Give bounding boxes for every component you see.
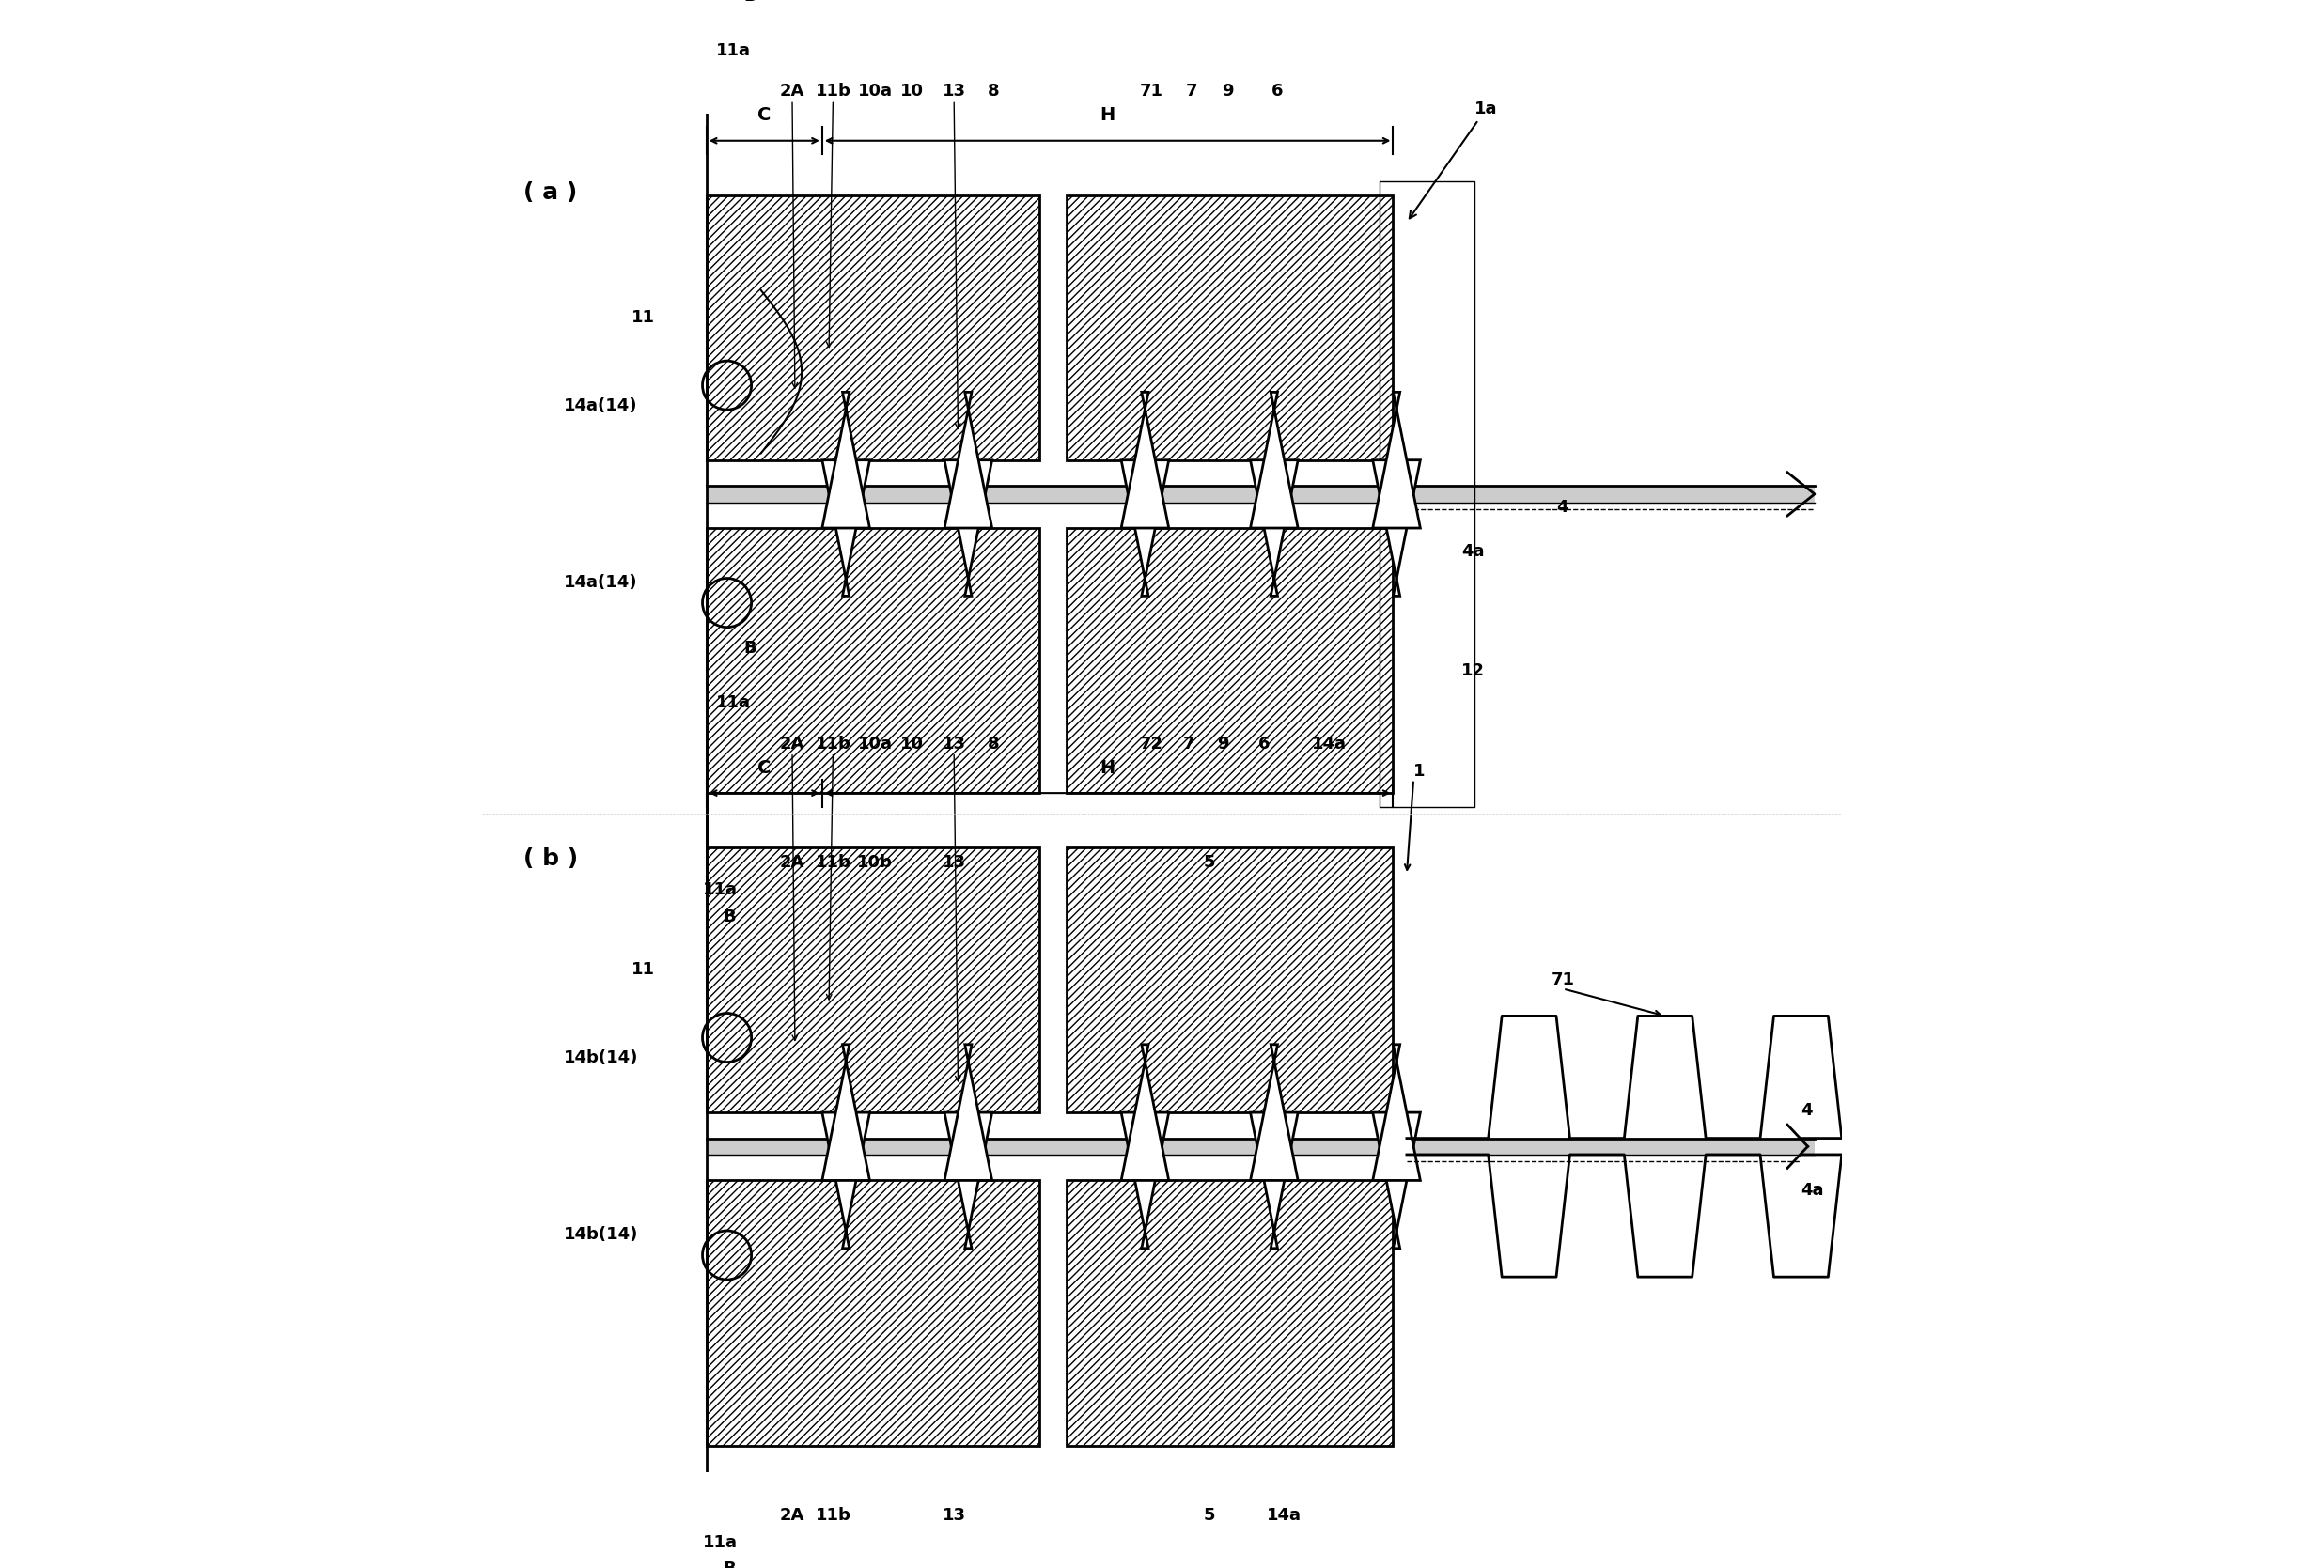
Text: 13: 13 — [941, 1507, 967, 1524]
Text: 71: 71 — [1552, 972, 1576, 989]
Text: 13: 13 — [941, 855, 967, 872]
Bar — [706, 1181, 1039, 1446]
Text: 10a: 10a — [858, 83, 892, 100]
Polygon shape — [823, 1112, 869, 1248]
Bar — [1067, 847, 1392, 1112]
Bar — [1380, 182, 1476, 806]
Text: 14b(14): 14b(14) — [565, 1049, 639, 1066]
Polygon shape — [944, 459, 992, 596]
Bar — [1067, 528, 1392, 793]
Bar — [706, 847, 1039, 1112]
Text: 71: 71 — [1139, 83, 1162, 100]
Polygon shape — [823, 392, 869, 528]
Bar — [706, 528, 1039, 793]
Text: 14a: 14a — [1311, 735, 1346, 753]
Text: 4a: 4a — [1462, 543, 1485, 560]
Text: 4: 4 — [1557, 499, 1569, 516]
Text: 9: 9 — [1218, 735, 1229, 753]
Text: 1a: 1a — [1408, 100, 1497, 218]
Polygon shape — [1120, 392, 1169, 528]
Text: 6: 6 — [1271, 83, 1283, 100]
Polygon shape — [944, 1044, 992, 1181]
Bar — [1067, 1181, 1392, 1446]
Bar — [706, 528, 1039, 793]
Text: 11: 11 — [632, 961, 655, 978]
Bar — [706, 847, 1039, 1112]
Polygon shape — [1120, 1044, 1169, 1181]
Text: 2A: 2A — [781, 1507, 804, 1524]
Text: 8: 8 — [988, 735, 999, 753]
Bar — [1067, 847, 1392, 1112]
Bar — [1067, 1181, 1392, 1446]
Polygon shape — [1373, 1044, 1420, 1181]
Polygon shape — [1250, 392, 1297, 528]
Text: 2A: 2A — [781, 855, 804, 872]
Text: 6: 6 — [1257, 735, 1269, 753]
Text: H: H — [1099, 759, 1116, 776]
Text: 10a: 10a — [858, 735, 892, 753]
Text: 14a(14): 14a(14) — [565, 397, 637, 414]
Polygon shape — [1373, 1112, 1420, 1248]
Bar — [706, 194, 1039, 459]
Text: 10b: 10b — [858, 855, 892, 872]
Text: 11b: 11b — [816, 735, 851, 753]
Text: 11: 11 — [632, 309, 655, 326]
Bar — [706, 1181, 1039, 1446]
Polygon shape — [823, 1044, 869, 1181]
Text: 2A: 2A — [781, 735, 804, 753]
Text: B: B — [723, 908, 737, 925]
Text: 10: 10 — [899, 735, 923, 753]
Bar — [1067, 194, 1392, 459]
Text: 7: 7 — [1185, 83, 1197, 100]
Text: 14a(14): 14a(14) — [565, 574, 637, 591]
Text: 12: 12 — [1462, 662, 1485, 679]
Text: 9: 9 — [1222, 83, 1234, 100]
Text: B: B — [723, 1562, 737, 1568]
Text: 11a: 11a — [716, 695, 751, 712]
Text: 10: 10 — [899, 83, 923, 100]
Text: 11b: 11b — [816, 855, 851, 872]
Text: H: H — [1099, 107, 1116, 124]
Bar — [706, 486, 1815, 502]
Bar — [1067, 194, 1392, 459]
Bar — [706, 194, 1039, 459]
Text: 7: 7 — [1183, 735, 1195, 753]
Bar — [1067, 528, 1392, 793]
Bar — [706, 1138, 1815, 1154]
Polygon shape — [1120, 459, 1169, 596]
Text: ( a ): ( a ) — [523, 182, 576, 204]
Text: 2A: 2A — [781, 83, 804, 100]
Text: 11b: 11b — [816, 83, 851, 100]
Text: 11a: 11a — [716, 42, 751, 60]
Text: 13: 13 — [941, 735, 967, 753]
Text: 4: 4 — [1801, 1102, 1813, 1120]
Text: C: C — [758, 759, 772, 776]
Text: 14b(14): 14b(14) — [565, 1226, 639, 1243]
Polygon shape — [823, 459, 869, 596]
Text: ( b ): ( b ) — [523, 847, 579, 870]
Polygon shape — [1373, 459, 1420, 596]
Text: 4a: 4a — [1801, 1182, 1824, 1198]
Polygon shape — [1120, 1112, 1169, 1248]
Polygon shape — [1250, 459, 1297, 596]
Text: 14a: 14a — [1267, 1507, 1301, 1524]
Text: 8: 8 — [988, 83, 999, 100]
Polygon shape — [944, 1112, 992, 1248]
Polygon shape — [1250, 1112, 1297, 1248]
Text: 5: 5 — [1204, 855, 1215, 872]
Polygon shape — [1250, 1044, 1297, 1181]
Text: B: B — [744, 0, 758, 5]
Text: C: C — [758, 107, 772, 124]
Text: 11b: 11b — [816, 1507, 851, 1524]
Text: 11a: 11a — [702, 1534, 737, 1551]
Text: 5: 5 — [1204, 1507, 1215, 1524]
Text: 1: 1 — [1413, 762, 1425, 779]
Text: 72: 72 — [1139, 735, 1162, 753]
Text: 11a: 11a — [702, 881, 737, 898]
Text: B: B — [744, 640, 758, 657]
Polygon shape — [1373, 392, 1420, 528]
Polygon shape — [944, 392, 992, 528]
Text: 13: 13 — [941, 83, 967, 100]
